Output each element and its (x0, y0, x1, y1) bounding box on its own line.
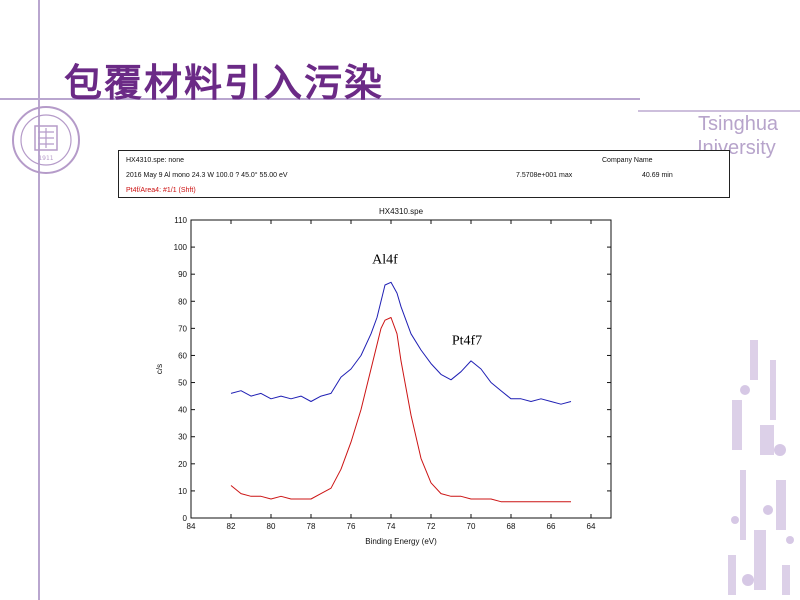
x-tick-label: 82 (227, 522, 236, 531)
y-tick-label: 80 (178, 297, 187, 306)
y-tick-label: 100 (174, 243, 188, 252)
tsinghua-wordmark: Tsinghua University (698, 113, 779, 158)
series-line-2 (230, 317, 571, 503)
chart-title: HX4310.spe (379, 207, 424, 216)
info-file: HX4310.spe: none (126, 157, 184, 164)
y-tick-label: 30 (178, 433, 187, 442)
y-tick-label: 50 (178, 379, 187, 388)
peak-annotation-1: Al4f (372, 252, 398, 267)
info-max: 7.5708e+001 max (516, 172, 573, 179)
x-axis-label: Binding Energy (eV) (365, 537, 437, 546)
info-params: 2016 May 9 Al mono 24.3 W 100.0 ? 45.0° … (126, 172, 288, 179)
seal-year: 1911 (38, 155, 53, 162)
x-tick-label: 70 (467, 522, 476, 531)
y-tick-label: 110 (174, 216, 187, 225)
x-tick-label: 84 (187, 522, 196, 531)
x-tick-label: 80 (267, 522, 276, 531)
y-tick-label: 60 (178, 351, 187, 360)
info-region: Pt4f/Area4: #1/1 (Shft) (126, 187, 196, 194)
x-tick-label: 76 (347, 522, 356, 531)
decorative-watermark (728, 340, 794, 595)
x-tick-label: 72 (427, 522, 436, 531)
top-rule (0, 98, 640, 100)
left-rule (38, 0, 40, 600)
y-tick-label: 0 (183, 514, 188, 523)
y-tick-label: 10 (178, 487, 187, 496)
y-tick-label: 40 (178, 406, 187, 415)
y-axis-label: c/s (155, 364, 164, 374)
x-tick-label: 66 (547, 522, 556, 531)
brand-line1: Tsinghua (698, 113, 779, 135)
y-tick-label: 70 (178, 324, 187, 333)
plot-frame (190, 219, 612, 519)
info-company: Company Name (602, 157, 653, 164)
university-seal: 1911 (12, 106, 80, 174)
series-line-1 (230, 281, 572, 405)
x-tick-label: 68 (507, 522, 516, 531)
info-time: 40.69 min (642, 172, 673, 179)
y-tick-label: 20 (178, 460, 187, 469)
right-rule (638, 110, 800, 112)
slide-title: 包覆材料引入污染 (64, 61, 385, 105)
x-tick-label: 64 (587, 522, 596, 531)
xps-spectrum-chart: HX4310.spe 0 10 20 30 40 50 60 70 80 90 100 110 84 8… (155, 207, 612, 546)
y-tick-label: 90 (178, 270, 187, 279)
x-tick-label: 78 (307, 522, 316, 531)
peak-annotation-2: Pt4f7 (452, 334, 482, 349)
spectrum-info-panel: HX4310.spe: none Company Name 2016 May 9… (118, 150, 730, 198)
x-tick-label: 74 (387, 522, 396, 531)
